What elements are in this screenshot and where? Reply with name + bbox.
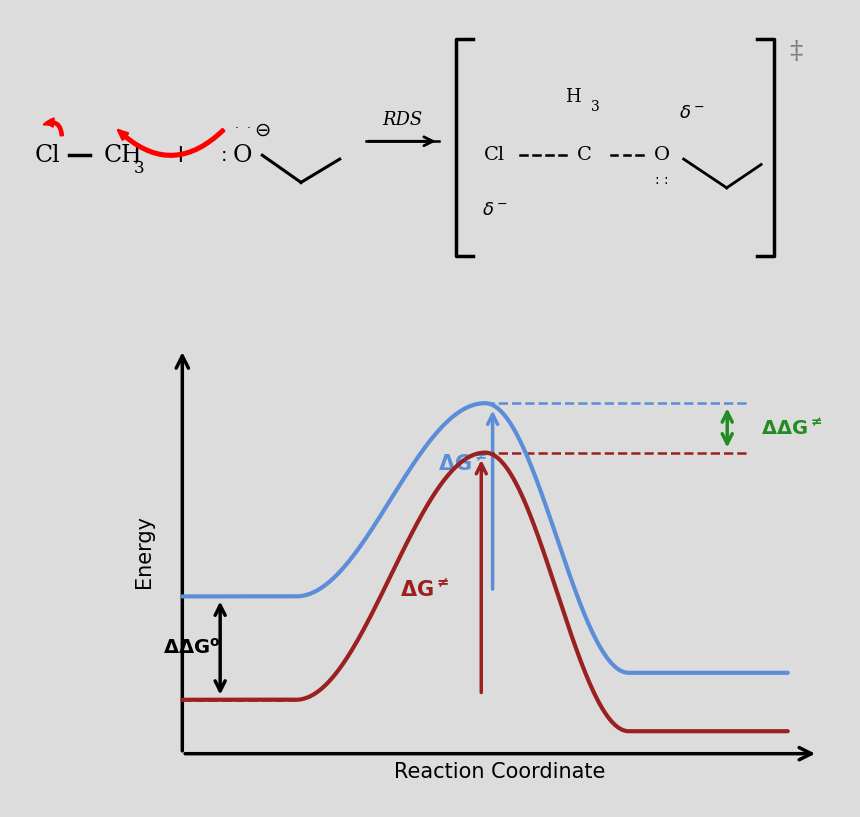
Text: ·  ·: · · [235,122,250,135]
Text: 3: 3 [134,160,144,177]
Text: CH: CH [103,144,142,167]
Text: 3: 3 [591,100,599,114]
Text: $\delta^-$: $\delta^-$ [679,104,705,122]
Text: Cl: Cl [484,146,505,164]
Text: ⊖: ⊖ [254,121,271,140]
Text: $\mathbf{\Delta\Delta G^o}$: $\mathbf{\Delta\Delta G^o}$ [163,638,220,658]
Text: C: C [577,146,593,164]
Text: Reaction Coordinate: Reaction Coordinate [395,761,605,782]
Text: : :: : : [655,173,669,187]
Text: Cl: Cl [34,144,60,167]
Text: O: O [233,144,252,167]
Text: O: O [654,146,670,164]
Text: Energy: Energy [134,515,155,588]
Text: ‡: ‡ [789,39,802,64]
Text: :: : [220,145,227,165]
Text: $\delta^-$: $\delta^-$ [482,200,507,219]
Text: H: H [565,88,580,106]
FancyArrowPatch shape [44,118,63,136]
FancyArrowPatch shape [118,129,224,157]
Text: RDS: RDS [382,111,422,129]
Text: +: + [171,143,190,167]
Text: $\mathbf{\Delta\Delta G^{\neq}}$: $\mathbf{\Delta\Delta G^{\neq}}$ [761,417,822,438]
Text: $\mathbf{\Delta G^{\neq}}$: $\mathbf{\Delta G^{\neq}}$ [400,578,449,600]
Text: $\mathbf{\Delta G^{\neq}}$: $\mathbf{\Delta G^{\neq}}$ [438,453,487,475]
